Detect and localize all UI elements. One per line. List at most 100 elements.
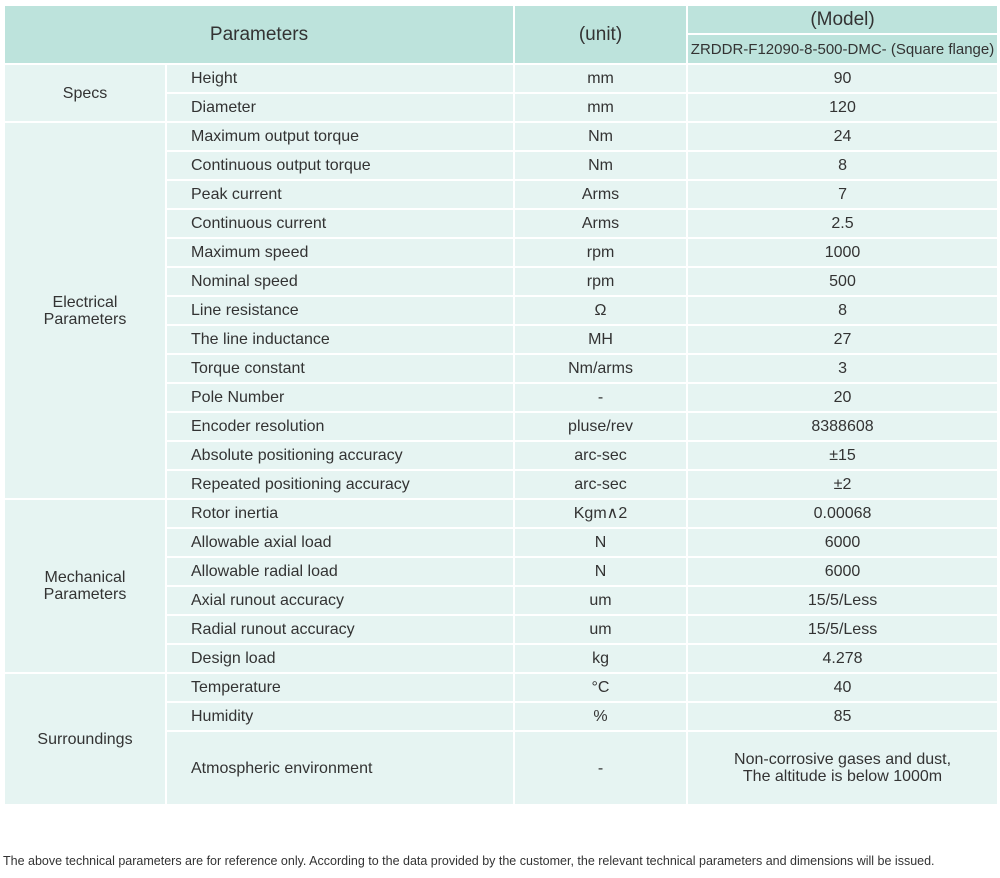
table-row: Axial runout accuracy um 15/5/Less: [4, 585, 1000, 616]
spec-table: Parameters (unit) (Model) ZRDDR-F12090-8…: [2, 4, 1000, 806]
table-row: Line resistance Ω 8: [4, 295, 1000, 326]
param-name: Maximum speed: [164, 237, 516, 268]
param-unit: -: [513, 730, 689, 806]
param-unit: um: [513, 614, 689, 645]
param-unit: -: [513, 382, 689, 413]
param-value: 0.00068: [686, 498, 1000, 529]
param-unit: rpm: [513, 266, 689, 297]
table-row: Torque constant Nm/arms 3: [4, 353, 1000, 384]
param-unit: um: [513, 585, 689, 616]
param-value: 4.278: [686, 643, 1000, 674]
param-value: 85: [686, 701, 1000, 732]
param-name: Repeated positioning accuracy: [164, 469, 516, 500]
param-unit: rpm: [513, 237, 689, 268]
param-name: Design load: [164, 643, 516, 674]
table-row: Maximum speed rpm 1000: [4, 237, 1000, 268]
param-value: 8: [686, 150, 1000, 181]
param-name: Temperature: [164, 672, 516, 703]
param-unit: Kgm∧2: [513, 498, 689, 529]
table-row: Nominal speed rpm 500: [4, 266, 1000, 297]
param-value: 1000: [686, 237, 1000, 268]
group-label: Surroundings: [3, 672, 167, 806]
param-value: 6000: [686, 527, 1000, 558]
param-unit: N: [513, 527, 689, 558]
param-value: 90: [686, 63, 1000, 94]
param-unit: Nm: [513, 121, 689, 152]
param-value: 40: [686, 672, 1000, 703]
header-model-name: ZRDDR-F12090-8-500-DMC- (Square flange): [686, 33, 1000, 65]
param-name: Rotor inertia: [164, 498, 516, 529]
param-name: Height: [164, 63, 516, 94]
param-name: Nominal speed: [164, 266, 516, 297]
table-row: Absolute positioning accuracy arc-sec ±15: [4, 440, 1000, 471]
param-value: 8388608: [686, 411, 1000, 442]
table-row: Mechanical Parameters Rotor inertia Kgm∧2 0…: [3, 498, 1000, 674]
param-name: Continuous current: [164, 208, 516, 239]
param-unit: Nm: [513, 150, 689, 181]
param-name: Peak current: [164, 179, 516, 210]
param-name: Allowable radial load: [164, 556, 516, 587]
param-unit: Nm/arms: [513, 353, 689, 384]
param-name: Axial runout accuracy: [164, 585, 516, 616]
param-name: Absolute positioning accuracy: [164, 440, 516, 471]
param-unit: pluse/rev: [513, 411, 689, 442]
param-name: Radial runout accuracy: [164, 614, 516, 645]
param-value: 20: [686, 382, 1000, 413]
param-unit: kg: [513, 643, 689, 674]
param-name: Continuous output torque: [164, 150, 516, 181]
param-unit: °C: [513, 672, 689, 703]
param-name: Encoder resolution: [164, 411, 516, 442]
param-value: 2.5: [686, 208, 1000, 239]
param-unit: mm: [513, 92, 689, 123]
group-label: Mechanical Parameters: [3, 498, 167, 674]
param-name: Humidity: [164, 701, 516, 732]
param-value: 8: [686, 295, 1000, 326]
param-unit: mm: [513, 63, 689, 94]
param-unit: Arms: [513, 208, 689, 239]
table-row: Radial runout accuracy um 15/5/Less: [4, 614, 1000, 645]
param-name: The line inductance: [164, 324, 516, 355]
group-label: Electrical Parameters: [3, 121, 167, 500]
table-row: Pole Number -20: [4, 382, 1000, 413]
table-row: Design load kg 4.278: [4, 643, 1000, 674]
param-unit: arc-sec: [513, 469, 689, 500]
param-value: ±15: [686, 440, 1000, 471]
table-row: Atmospheric environment - Non-corrosive ga…: [4, 730, 1000, 806]
param-value: 15/5/Less: [686, 585, 1000, 616]
param-unit: arc-sec: [513, 440, 689, 471]
param-value: Non-corrosive gases and dust, The altitu…: [686, 730, 1000, 806]
footer-note: The above technical parameters are for r…: [3, 854, 935, 868]
param-value: 7: [686, 179, 1000, 210]
table-row: Repeated positioning accuracy arc-sec ±2: [4, 469, 1000, 500]
param-name: Pole Number: [164, 382, 516, 413]
param-name: Allowable axial load: [164, 527, 516, 558]
table-row: Humidity% 85: [4, 701, 1000, 732]
param-unit: Arms: [513, 179, 689, 210]
param-value: 500: [686, 266, 1000, 297]
param-name: Diameter: [164, 92, 516, 123]
table-row: Encoder resolution pluse/rev 8388608: [4, 411, 1000, 442]
table-row: Diameter mm 120: [4, 92, 1000, 123]
table-row: The line inductance MH 27: [4, 324, 1000, 355]
header-unit: (unit): [513, 4, 689, 65]
header-model: (Model): [686, 4, 1000, 35]
group-label: Specs: [3, 63, 167, 123]
param-unit: Ω: [513, 295, 689, 326]
table-row: Surroundings Temperature °C 40: [3, 672, 1000, 806]
param-value: 24: [686, 121, 1000, 152]
param-name: Atmospheric environment: [164, 730, 516, 806]
table-row: Allowable axial load N 6000: [4, 527, 1000, 558]
table-row: Allowable radial load N 6000: [4, 556, 1000, 587]
table-row: Peak current Arms 7: [4, 179, 1000, 210]
table-row: Electrical Parameters Maximum output torq…: [3, 121, 1000, 500]
table-row: Continuous output torque Nm 8: [4, 150, 1000, 181]
table-row: Continuous current Arms 2.5: [4, 208, 1000, 239]
param-value: 15/5/Less: [686, 614, 1000, 645]
param-value: 27: [686, 324, 1000, 355]
param-value: 120: [686, 92, 1000, 123]
param-unit: %: [513, 701, 689, 732]
param-name: Maximum output torque: [164, 121, 516, 152]
param-value: ±2: [686, 469, 1000, 500]
table-row: Specs Height mm 90: [3, 63, 1000, 123]
param-name: Torque constant: [164, 353, 516, 384]
